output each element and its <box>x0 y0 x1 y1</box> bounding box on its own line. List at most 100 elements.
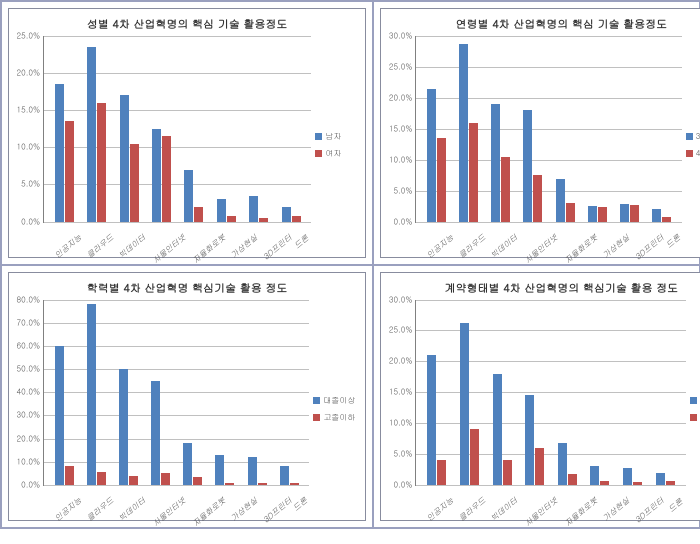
bar-group <box>581 36 613 222</box>
chart-frame: 계약형태별 4차 산업혁명의 핵심기술 활용 정도0.0%5.0%10.0%15… <box>380 272 700 522</box>
bar <box>55 84 64 221</box>
bar <box>152 129 161 222</box>
legend-item: 정규직 <box>690 395 700 406</box>
chart-panel: 계약형태별 4차 산업혁명의 핵심기술 활용 정도0.0%5.0%10.0%15… <box>373 265 700 529</box>
chart-panel: 성별 4차 산업혁명의 핵심 기술 활용정도0.0%5.0%10.0%15.0%… <box>1 1 373 265</box>
bar <box>87 47 96 221</box>
bar-group <box>48 300 80 486</box>
bar <box>662 217 671 222</box>
legend-item: 남자 <box>315 131 355 142</box>
bar-group <box>616 300 649 486</box>
legend-item: 30대 이하 <box>686 131 700 142</box>
bar <box>523 110 532 221</box>
bar <box>598 207 607 222</box>
y-tick-label: 25.0% <box>389 61 416 72</box>
bar <box>556 179 565 221</box>
legend-label: 30대 이하 <box>696 131 700 142</box>
legend-item: 40대 이상 <box>686 148 700 159</box>
bar <box>258 483 267 485</box>
x-labels: 인공지능클라우드빅데이터사물인터넷자율화로봇가상현실3D프린터드론 <box>43 223 311 255</box>
y-tick-label: 80.0% <box>17 294 44 305</box>
y-tick-label: 20.0% <box>17 68 44 79</box>
bar <box>633 482 642 485</box>
bar <box>469 123 478 222</box>
y-tick-label: 15.0% <box>389 387 416 398</box>
bar <box>65 466 74 485</box>
y-tick-label: 60.0% <box>17 340 44 351</box>
legend-label: 여자 <box>325 148 341 159</box>
bar-group <box>551 300 584 486</box>
legend-label: 고졸이하 <box>323 412 355 423</box>
bar-group <box>48 36 80 222</box>
y-tick-label: 0.0% <box>394 216 417 227</box>
legend-swatch <box>313 397 320 404</box>
gridline <box>44 222 311 223</box>
bar-group <box>453 300 486 486</box>
bar <box>566 203 575 222</box>
chart-title: 학력별 4차 산업혁명 핵심기술 활용 정도 <box>9 273 365 300</box>
legend-label: 대졸이상 <box>323 395 355 406</box>
bar <box>184 170 193 222</box>
bar <box>65 121 74 221</box>
bar-group <box>241 300 273 486</box>
bar-group <box>517 36 549 222</box>
y-tick-label: 10.0% <box>389 154 416 165</box>
y-tick-label: 20.0% <box>389 92 416 103</box>
legend-swatch <box>686 150 693 157</box>
y-tick-label: 25.0% <box>17 31 44 42</box>
bar <box>129 476 138 485</box>
chart-title: 연령별 4차 산업혁명의 핵심 기술 활용정도 <box>381 9 700 36</box>
y-tick-label: 5.0% <box>394 449 417 460</box>
legend-label: 40대 이상 <box>696 148 700 159</box>
bar <box>119 369 128 485</box>
chart-title: 성별 4차 산업혁명의 핵심 기술 활용정도 <box>9 9 365 36</box>
bar <box>193 477 202 485</box>
y-tick-label: 10.0% <box>17 456 44 467</box>
y-tick-label: 20.0% <box>17 433 44 444</box>
bar-group <box>113 36 145 222</box>
bar-group <box>243 36 275 222</box>
chart-body: 0.0%5.0%10.0%15.0%20.0%25.0%인공지능클라우드빅데이터… <box>9 36 365 257</box>
bar-group <box>209 300 241 486</box>
bar <box>459 44 468 221</box>
chart-body: 0.0%10.0%20.0%30.0%40.0%50.0%60.0%70.0%8… <box>9 300 365 521</box>
bar <box>87 304 96 485</box>
y-tick-label: 20.0% <box>389 356 416 367</box>
bar <box>503 460 512 485</box>
gridline <box>416 222 681 223</box>
bars-row <box>44 300 309 486</box>
plot-area: 0.0%10.0%20.0%30.0%40.0%50.0%60.0%70.0%8… <box>43 300 309 487</box>
y-tick-label: 0.0% <box>394 480 417 491</box>
bar <box>280 466 289 485</box>
legend-swatch <box>686 133 693 140</box>
legend-swatch <box>313 414 320 421</box>
bar <box>227 216 236 222</box>
bar-group <box>273 300 305 486</box>
bar-group <box>420 36 452 222</box>
bar <box>600 481 609 485</box>
bar-group <box>584 300 617 486</box>
bar <box>292 216 301 221</box>
y-tick-label: 5.0% <box>394 185 417 196</box>
bar <box>249 196 258 222</box>
y-tick-label: 10.0% <box>389 418 416 429</box>
bar <box>630 205 639 221</box>
chart-frame: 연령별 4차 산업혁명의 핵심 기술 활용정도0.0%5.0%10.0%15.0… <box>380 8 700 258</box>
plot-area: 0.0%5.0%10.0%15.0%20.0%25.0%30.0% <box>415 36 681 223</box>
bar-group <box>649 300 682 486</box>
bars-row <box>416 300 685 486</box>
bar <box>437 138 446 221</box>
y-tick-label: 10.0% <box>17 142 44 153</box>
bar <box>97 472 106 485</box>
chart-panel: 학력별 4차 산업혁명 핵심기술 활용 정도0.0%10.0%20.0%30.0… <box>1 265 373 529</box>
bar-group <box>486 300 519 486</box>
bar-group <box>80 36 112 222</box>
legend: 30대 이하 40대 이상 <box>682 36 700 255</box>
bar <box>460 323 469 485</box>
plot-wrap: 0.0%10.0%20.0%30.0%40.0%50.0%60.0%70.0%8… <box>13 300 309 519</box>
bar <box>427 89 436 222</box>
legend: 정규직비정규직 <box>686 300 700 519</box>
bar <box>568 474 577 485</box>
bar <box>162 136 171 221</box>
bar <box>120 95 129 221</box>
